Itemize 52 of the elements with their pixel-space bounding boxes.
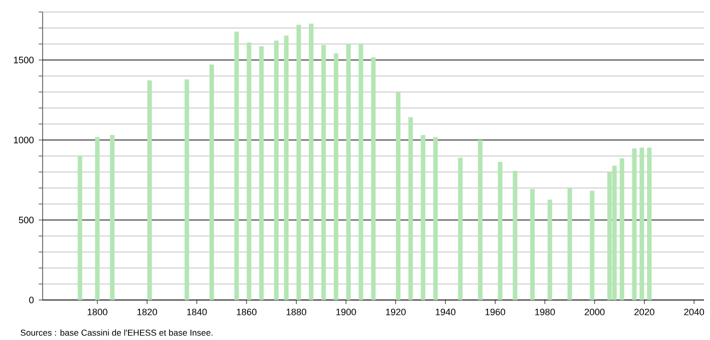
bar bbox=[147, 80, 152, 300]
y-tick-label: 0 bbox=[29, 296, 34, 304]
x-tick-label: 1920 bbox=[386, 308, 406, 316]
bar bbox=[296, 24, 302, 300]
bar bbox=[110, 135, 115, 300]
bar bbox=[567, 188, 572, 300]
x-tick-label: 1940 bbox=[436, 308, 456, 316]
bar bbox=[512, 170, 518, 300]
bar bbox=[647, 148, 652, 300]
source-note: Sources : base Cassini de l'EHESS et base Insee. bbox=[20, 329, 212, 336]
bar bbox=[620, 158, 624, 300]
x-tick-label: 1980 bbox=[535, 308, 555, 316]
bar bbox=[78, 156, 82, 300]
bar bbox=[95, 136, 100, 300]
x-tick-label: 1880 bbox=[286, 308, 306, 316]
x-tick-label: 2040 bbox=[684, 308, 704, 316]
bar bbox=[184, 79, 190, 300]
bar bbox=[259, 46, 264, 300]
bar bbox=[396, 92, 400, 300]
bar bbox=[530, 188, 535, 300]
bar bbox=[371, 57, 376, 300]
bar bbox=[334, 53, 338, 300]
x-tick-label: 2020 bbox=[634, 308, 654, 316]
bar bbox=[284, 36, 289, 300]
bar bbox=[209, 64, 214, 300]
bar bbox=[478, 140, 483, 300]
x-tick-label: 2000 bbox=[584, 308, 605, 316]
bar bbox=[498, 162, 502, 300]
bar bbox=[308, 24, 314, 300]
x-tick-label: 1900 bbox=[336, 308, 356, 316]
bar bbox=[321, 44, 326, 300]
x-tick-label: 1820 bbox=[137, 308, 158, 316]
y-tick-label: 1500 bbox=[14, 56, 34, 64]
bar bbox=[590, 190, 594, 300]
bar bbox=[346, 44, 351, 300]
bar bbox=[548, 200, 552, 300]
x-tick-label: 1860 bbox=[236, 308, 257, 316]
x-tick-label: 1960 bbox=[486, 308, 506, 316]
bar bbox=[234, 32, 239, 300]
bar bbox=[420, 135, 426, 300]
x-tick-label: 1840 bbox=[187, 308, 207, 316]
bar bbox=[458, 158, 463, 300]
y-tick-label: 1000 bbox=[14, 136, 34, 144]
bar bbox=[640, 148, 644, 300]
bar bbox=[433, 136, 438, 300]
bar bbox=[246, 42, 252, 300]
bar bbox=[358, 44, 364, 300]
x-tick-label: 1800 bbox=[88, 308, 108, 316]
bar bbox=[274, 40, 279, 300]
bar bbox=[632, 148, 637, 300]
bar bbox=[408, 117, 413, 300]
y-tick-label: 500 bbox=[18, 216, 34, 224]
